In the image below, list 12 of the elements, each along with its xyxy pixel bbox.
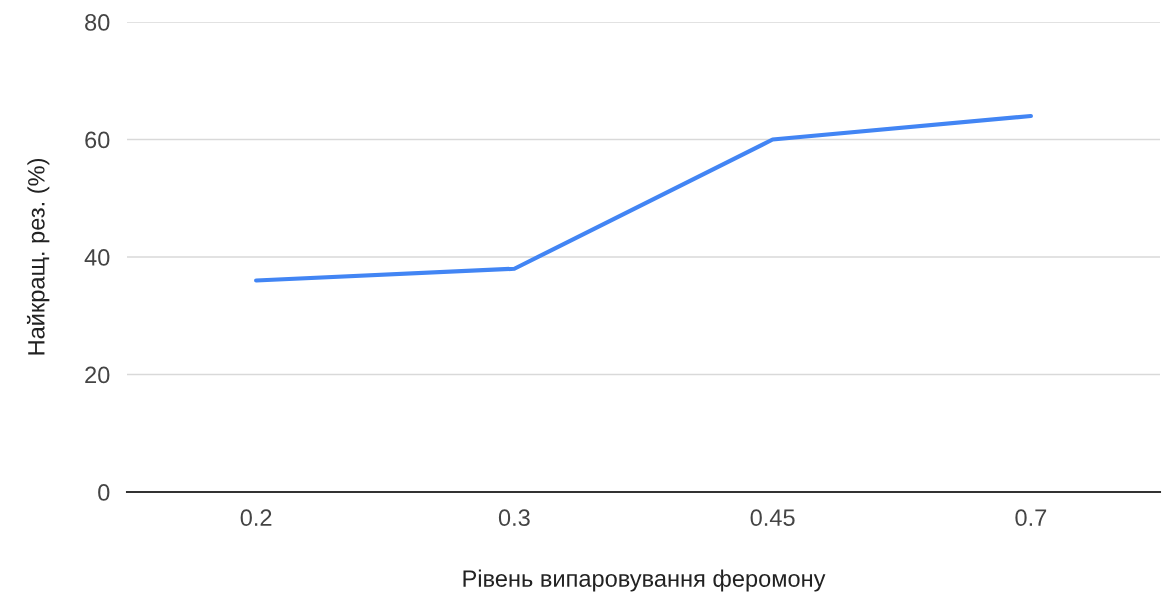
x-axis-title: Рівень випаровування феромону bbox=[463, 569, 826, 592]
x-tick-label: 0.45 bbox=[750, 509, 795, 527]
y-tick-label: 60 bbox=[85, 131, 110, 149]
y-tick-label: 80 bbox=[85, 14, 110, 31]
x-tick-label: 0.2 bbox=[240, 509, 272, 527]
x-tick-label: 0.7 bbox=[1015, 509, 1047, 527]
line-series bbox=[254, 113, 1033, 283]
y-axis-title: Найкращ. рез. (%) bbox=[26, 159, 50, 355]
y-tick-label: 40 bbox=[84, 249, 110, 266]
x-tick-label: 0.3 bbox=[498, 509, 530, 527]
y-tick-label: 0 bbox=[98, 484, 110, 501]
y-tick-label: 20 bbox=[85, 366, 110, 384]
